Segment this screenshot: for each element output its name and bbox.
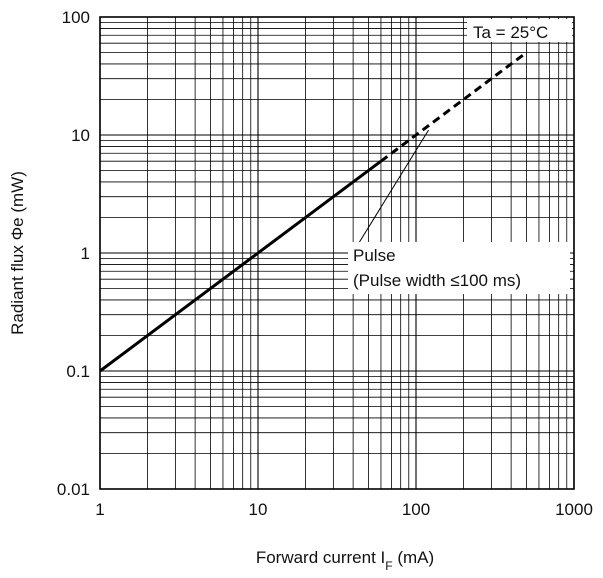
x-tick-labels: 1 10 100 1000 — [95, 500, 593, 519]
pulse-pointer-line — [356, 129, 429, 247]
pulse-label-line1: Pulse — [353, 246, 396, 265]
condition-label-box — [467, 19, 572, 42]
series-group — [99, 51, 528, 373]
x-tick-label: 10 — [249, 500, 268, 519]
y-tick-label: 10 — [71, 126, 90, 145]
pulse-series-line — [380, 51, 528, 163]
x-tick-label: 1000 — [555, 500, 593, 519]
pulse-label-box — [348, 242, 570, 294]
y-axis-title: Radiant flux Φe (mW) — [8, 171, 27, 335]
dc-series-line — [99, 159, 382, 373]
condition-label: Ta = 25°C — [473, 23, 548, 42]
y-tick-labels: 0.01 0.1 1 10 100 — [57, 8, 90, 499]
y-tick-label: 0.1 — [66, 362, 90, 381]
x-tick-label: 1 — [95, 500, 104, 519]
y-tick-label: 1 — [81, 244, 90, 263]
y-tick-label: 0.01 — [57, 480, 90, 499]
y-tick-label: 100 — [62, 8, 90, 27]
plot-frame — [99, 16, 575, 490]
x-axis-title: Forward current IF (mA) — [256, 548, 434, 573]
x-axis-title-subscript: F — [385, 559, 392, 573]
pulse-label-line2: (Pulse width ≤100 ms) — [353, 271, 521, 290]
x-tick-label: 100 — [402, 500, 430, 519]
